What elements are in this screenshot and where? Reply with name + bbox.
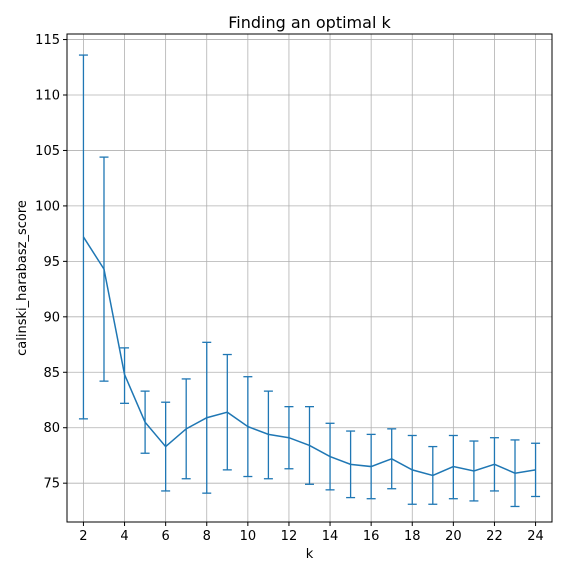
y-tick-label: 90 xyxy=(43,310,60,325)
y-tick-label: 80 xyxy=(43,421,60,436)
y-tick-label: 100 xyxy=(35,199,60,214)
x-tick-label: 10 xyxy=(240,529,257,544)
x-tick-label: 24 xyxy=(527,529,544,544)
series-line xyxy=(82,236,536,477)
x-tick-label: 2 xyxy=(79,529,87,544)
x-tick-label: 12 xyxy=(281,529,298,544)
x-tick-label: 14 xyxy=(322,529,339,544)
x-tick-label: 18 xyxy=(404,529,421,544)
x-tick-label: 4 xyxy=(120,529,128,544)
series-layer xyxy=(78,54,541,508)
x-tick-label: 20 xyxy=(445,529,462,544)
y-tick-label: 110 xyxy=(35,89,60,104)
y-tick-label: 85 xyxy=(43,366,60,381)
chart-title: Finding an optimal k xyxy=(228,13,391,32)
y-tick-label: 115 xyxy=(35,33,60,48)
ticks-layer: 2 4 6 8 10 12 14 16 18 20 22 2475808590951001051101… xyxy=(35,33,544,544)
x-axis-label: k xyxy=(306,547,314,562)
x-tick-label: 16 xyxy=(363,529,380,544)
plot-frame xyxy=(66,33,553,523)
x-tick-label: 22 xyxy=(486,529,503,544)
x-tick-label: 8 xyxy=(203,529,211,544)
y-tick-label: 105 xyxy=(35,144,60,159)
x-tick-label: 6 xyxy=(162,529,170,544)
y-axis-label: calinski_harabasz_score xyxy=(15,200,30,356)
y-tick-label: 75 xyxy=(43,477,60,492)
y-tick-label: 95 xyxy=(43,255,60,270)
